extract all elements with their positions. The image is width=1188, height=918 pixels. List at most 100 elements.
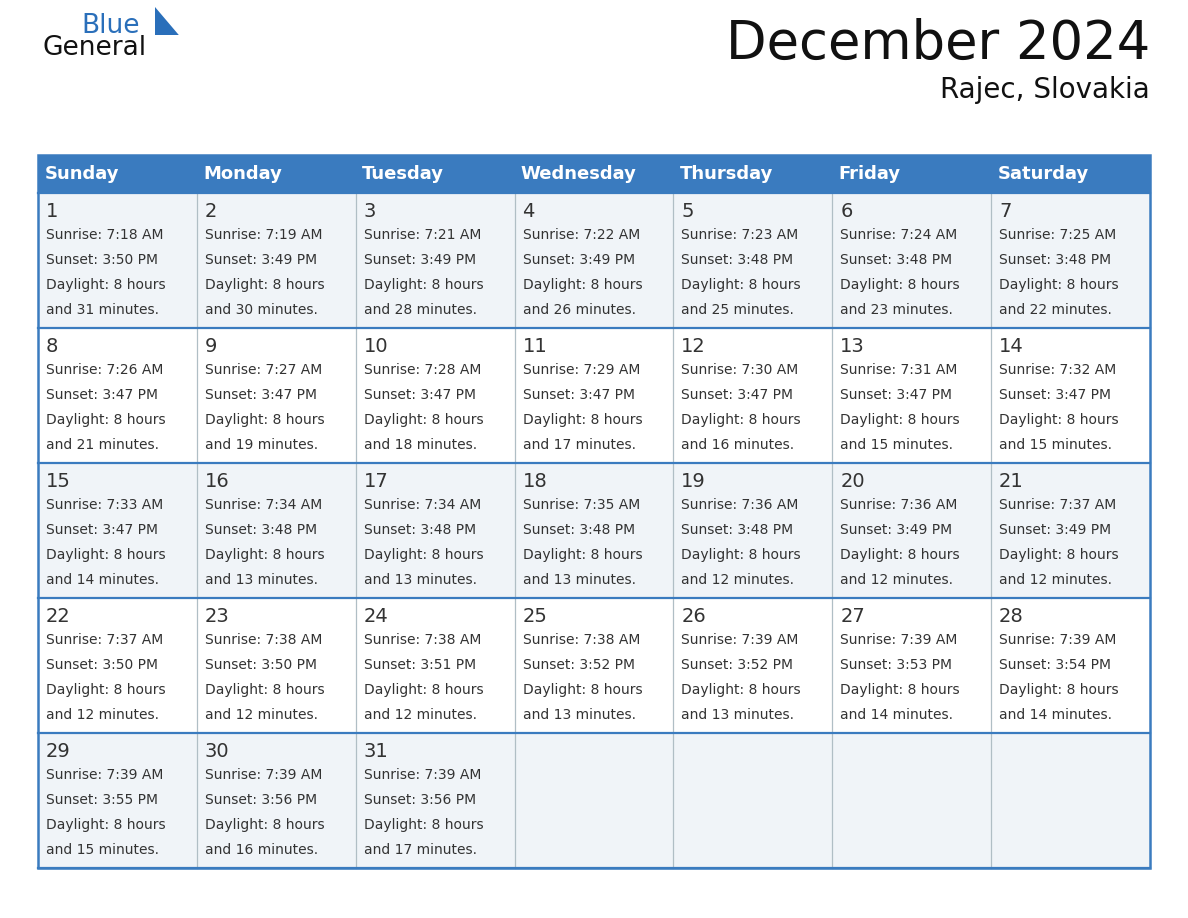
Bar (38, 328, 1150, 463)
Text: Sunset: 3:56 PM: Sunset: 3:56 PM (364, 793, 475, 808)
Text: and 12 minutes.: and 12 minutes. (999, 574, 1112, 588)
Text: 20: 20 (840, 473, 865, 491)
Text: Daylight: 8 hours: Daylight: 8 hours (364, 278, 484, 293)
Text: 28: 28 (999, 608, 1024, 626)
Text: Friday: Friday (839, 165, 901, 183)
Text: 2: 2 (204, 203, 217, 221)
Text: Daylight: 8 hours: Daylight: 8 hours (999, 278, 1119, 293)
Text: Sunset: 3:48 PM: Sunset: 3:48 PM (999, 253, 1111, 267)
Text: and 30 minutes.: and 30 minutes. (204, 303, 317, 318)
Polygon shape (154, 7, 179, 35)
Text: Sunrise: 7:34 AM: Sunrise: 7:34 AM (364, 498, 481, 512)
Text: 23: 23 (204, 608, 229, 626)
Text: Sunset: 3:49 PM: Sunset: 3:49 PM (364, 253, 475, 267)
Text: and 16 minutes.: and 16 minutes. (204, 844, 318, 857)
Text: and 22 minutes.: and 22 minutes. (999, 303, 1112, 318)
Text: Sunset: 3:55 PM: Sunset: 3:55 PM (46, 793, 158, 808)
Text: Sunrise: 7:36 AM: Sunrise: 7:36 AM (840, 498, 958, 512)
Text: Sunset: 3:48 PM: Sunset: 3:48 PM (840, 253, 953, 267)
Text: 12: 12 (682, 338, 706, 356)
Text: and 13 minutes.: and 13 minutes. (204, 574, 318, 588)
Text: Wednesday: Wednesday (520, 165, 637, 183)
Text: Sunrise: 7:21 AM: Sunrise: 7:21 AM (364, 229, 481, 242)
Bar (38, 598, 1150, 733)
Text: Sunset: 3:47 PM: Sunset: 3:47 PM (46, 523, 158, 537)
Text: Sunset: 3:50 PM: Sunset: 3:50 PM (46, 658, 158, 672)
Text: Sunset: 3:49 PM: Sunset: 3:49 PM (840, 523, 953, 537)
Text: 25: 25 (523, 608, 548, 626)
Text: Daylight: 8 hours: Daylight: 8 hours (46, 548, 165, 563)
Text: Sunset: 3:47 PM: Sunset: 3:47 PM (682, 388, 794, 402)
Text: Sunrise: 7:19 AM: Sunrise: 7:19 AM (204, 229, 322, 242)
Text: Daylight: 8 hours: Daylight: 8 hours (364, 819, 484, 833)
Text: Sunset: 3:47 PM: Sunset: 3:47 PM (999, 388, 1111, 402)
Text: and 14 minutes.: and 14 minutes. (999, 709, 1112, 722)
Text: and 26 minutes.: and 26 minutes. (523, 303, 636, 318)
Text: Sunset: 3:50 PM: Sunset: 3:50 PM (204, 658, 317, 672)
Text: and 12 minutes.: and 12 minutes. (840, 574, 953, 588)
Text: and 15 minutes.: and 15 minutes. (46, 844, 159, 857)
Text: Sunrise: 7:29 AM: Sunrise: 7:29 AM (523, 364, 640, 377)
Text: Sunrise: 7:32 AM: Sunrise: 7:32 AM (999, 364, 1117, 377)
Text: Saturday: Saturday (998, 165, 1088, 183)
Text: Sunrise: 7:31 AM: Sunrise: 7:31 AM (840, 364, 958, 377)
Text: 13: 13 (840, 338, 865, 356)
Text: Sunset: 3:49 PM: Sunset: 3:49 PM (999, 523, 1111, 537)
Bar (38, 155, 1150, 193)
Text: Sunrise: 7:25 AM: Sunrise: 7:25 AM (999, 229, 1117, 242)
Text: Daylight: 8 hours: Daylight: 8 hours (46, 683, 165, 698)
Text: 8: 8 (46, 338, 58, 356)
Text: 22: 22 (46, 608, 71, 626)
Text: Sunrise: 7:23 AM: Sunrise: 7:23 AM (682, 229, 798, 242)
Text: 14: 14 (999, 338, 1024, 356)
Text: General: General (43, 35, 147, 61)
Text: Sunrise: 7:39 AM: Sunrise: 7:39 AM (682, 633, 798, 647)
Text: 18: 18 (523, 473, 548, 491)
Text: Daylight: 8 hours: Daylight: 8 hours (999, 548, 1119, 563)
Text: Sunset: 3:48 PM: Sunset: 3:48 PM (204, 523, 317, 537)
Text: Daylight: 8 hours: Daylight: 8 hours (523, 683, 643, 698)
Text: 29: 29 (46, 743, 71, 761)
Text: Daylight: 8 hours: Daylight: 8 hours (840, 413, 960, 428)
Text: and 12 minutes.: and 12 minutes. (46, 709, 159, 722)
Text: Sunrise: 7:37 AM: Sunrise: 7:37 AM (999, 498, 1117, 512)
Text: Sunrise: 7:38 AM: Sunrise: 7:38 AM (523, 633, 640, 647)
Text: and 13 minutes.: and 13 minutes. (682, 709, 795, 722)
Text: Sunset: 3:47 PM: Sunset: 3:47 PM (523, 388, 634, 402)
Text: Sunset: 3:49 PM: Sunset: 3:49 PM (523, 253, 634, 267)
Text: 16: 16 (204, 473, 229, 491)
Text: Daylight: 8 hours: Daylight: 8 hours (204, 819, 324, 833)
Text: and 13 minutes.: and 13 minutes. (523, 574, 636, 588)
Text: Daylight: 8 hours: Daylight: 8 hours (204, 278, 324, 293)
Text: Daylight: 8 hours: Daylight: 8 hours (364, 683, 484, 698)
Text: Sunrise: 7:18 AM: Sunrise: 7:18 AM (46, 229, 164, 242)
Text: Sunrise: 7:36 AM: Sunrise: 7:36 AM (682, 498, 798, 512)
Text: Sunset: 3:49 PM: Sunset: 3:49 PM (204, 253, 317, 267)
Text: 5: 5 (682, 203, 694, 221)
Text: Daylight: 8 hours: Daylight: 8 hours (682, 413, 801, 428)
Text: Daylight: 8 hours: Daylight: 8 hours (523, 278, 643, 293)
Text: and 12 minutes.: and 12 minutes. (364, 709, 476, 722)
Text: Daylight: 8 hours: Daylight: 8 hours (682, 278, 801, 293)
Text: Sunset: 3:56 PM: Sunset: 3:56 PM (204, 793, 317, 808)
Text: 7: 7 (999, 203, 1011, 221)
Text: 6: 6 (840, 203, 853, 221)
Text: Daylight: 8 hours: Daylight: 8 hours (364, 548, 484, 563)
Text: Sunset: 3:47 PM: Sunset: 3:47 PM (46, 388, 158, 402)
Text: Daylight: 8 hours: Daylight: 8 hours (999, 683, 1119, 698)
Text: Daylight: 8 hours: Daylight: 8 hours (46, 413, 165, 428)
Text: December 2024: December 2024 (726, 18, 1150, 70)
Text: Sunrise: 7:33 AM: Sunrise: 7:33 AM (46, 498, 163, 512)
Text: Sunset: 3:53 PM: Sunset: 3:53 PM (840, 658, 953, 672)
Text: Sunset: 3:47 PM: Sunset: 3:47 PM (204, 388, 317, 402)
Text: 19: 19 (682, 473, 706, 491)
Text: Sunrise: 7:22 AM: Sunrise: 7:22 AM (523, 229, 640, 242)
Text: and 25 minutes.: and 25 minutes. (682, 303, 795, 318)
Text: Sunset: 3:52 PM: Sunset: 3:52 PM (523, 658, 634, 672)
Text: Daylight: 8 hours: Daylight: 8 hours (682, 548, 801, 563)
Text: 3: 3 (364, 203, 377, 221)
Text: Sunrise: 7:38 AM: Sunrise: 7:38 AM (204, 633, 322, 647)
Text: Sunrise: 7:39 AM: Sunrise: 7:39 AM (46, 768, 163, 782)
Text: and 15 minutes.: and 15 minutes. (840, 439, 953, 453)
Text: Daylight: 8 hours: Daylight: 8 hours (523, 548, 643, 563)
